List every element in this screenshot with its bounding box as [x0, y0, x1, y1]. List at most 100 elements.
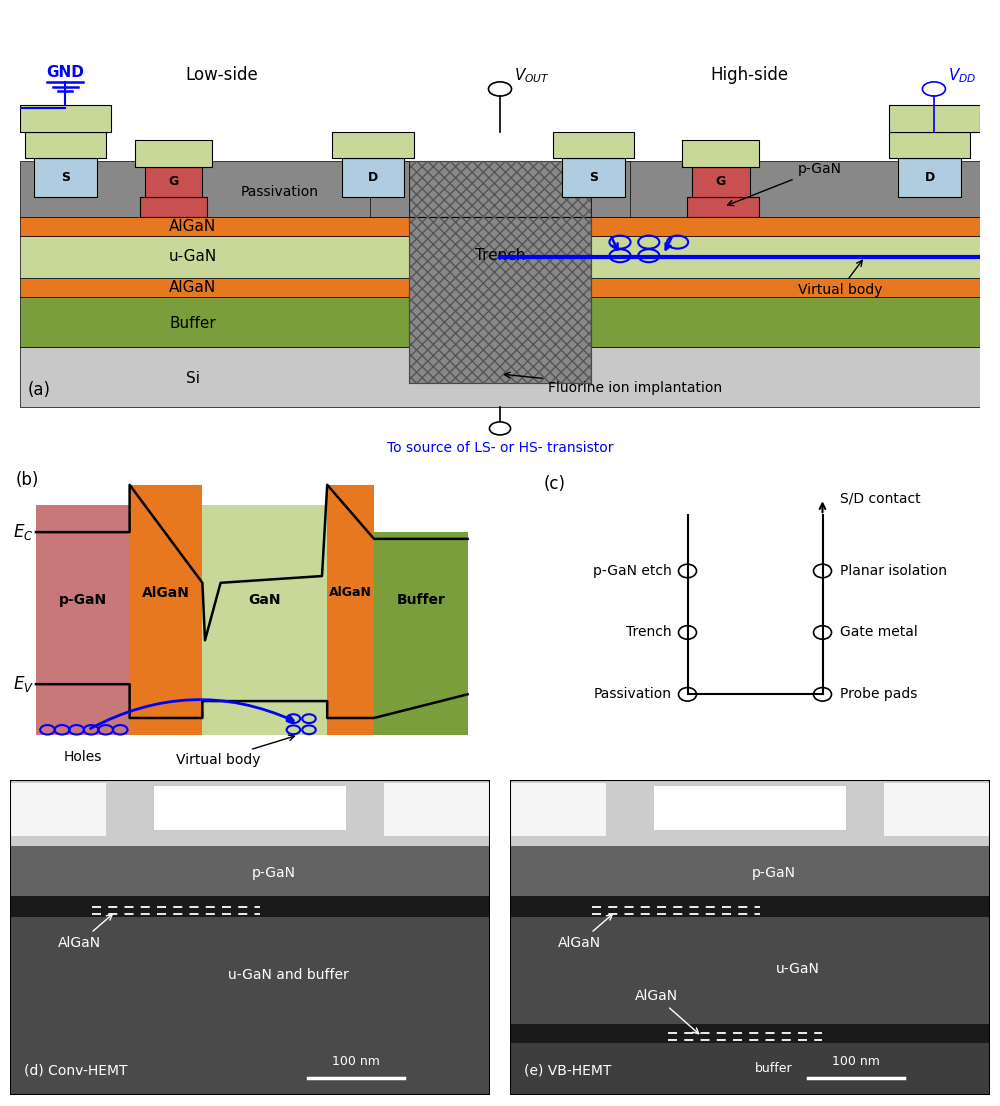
Bar — [889, 105, 980, 132]
Bar — [510, 1043, 990, 1095]
Bar — [135, 140, 212, 167]
Bar — [510, 783, 606, 836]
Text: S/D contact: S/D contact — [840, 491, 921, 505]
Text: (a): (a) — [28, 382, 51, 399]
Bar — [10, 896, 490, 917]
Text: p-GaN: p-GaN — [252, 866, 296, 879]
Text: Virtual body: Virtual body — [176, 735, 294, 766]
Bar — [510, 1024, 990, 1043]
Bar — [10, 846, 490, 896]
Text: Probe pads: Probe pads — [840, 687, 918, 701]
Text: AlGaN: AlGaN — [635, 990, 699, 1034]
Text: Virtual body: Virtual body — [798, 260, 882, 298]
Bar — [370, 160, 409, 217]
Text: Holes: Holes — [64, 750, 102, 764]
Text: (c): (c) — [544, 474, 566, 492]
Text: Si: Si — [186, 371, 200, 386]
Text: GND: GND — [46, 65, 84, 80]
Text: (d) Conv-HEMT: (d) Conv-HEMT — [24, 1064, 128, 1077]
Bar — [884, 783, 990, 836]
Text: G: G — [716, 175, 726, 188]
Text: p-GaN etch: p-GaN etch — [593, 564, 672, 578]
Text: AlGaN: AlGaN — [329, 586, 372, 599]
Bar — [553, 132, 634, 158]
Text: buffer: buffer — [755, 1062, 793, 1075]
Text: Passivation: Passivation — [241, 185, 319, 199]
Bar — [562, 158, 625, 197]
Bar — [682, 140, 759, 167]
Text: Gate metal: Gate metal — [840, 626, 918, 639]
Bar — [510, 896, 990, 917]
Bar — [332, 132, 414, 158]
Bar — [889, 132, 970, 158]
Bar — [36, 505, 130, 734]
Text: Fluorine ion implantation: Fluorine ion implantation — [504, 373, 722, 395]
Bar — [20, 347, 980, 407]
Text: GaN: GaN — [249, 593, 281, 607]
Bar — [591, 160, 630, 217]
Text: u-GaN and buffer: u-GaN and buffer — [228, 968, 349, 982]
Bar — [10, 917, 490, 1095]
Text: Trench: Trench — [475, 248, 525, 263]
Bar — [692, 167, 750, 197]
Bar — [10, 780, 490, 846]
Text: p-GaN: p-GaN — [728, 161, 842, 206]
Text: $E_C$: $E_C$ — [13, 522, 33, 542]
Bar — [20, 298, 980, 347]
Text: AlGaN: AlGaN — [142, 586, 190, 599]
Bar — [34, 158, 97, 197]
Bar — [20, 105, 111, 132]
Text: AlGaN: AlGaN — [169, 219, 216, 233]
Text: p-GaN: p-GaN — [59, 593, 107, 607]
Text: $V_{DD}$: $V_{DD}$ — [948, 66, 977, 85]
Bar — [409, 160, 591, 217]
Bar — [154, 786, 346, 831]
Bar — [342, 158, 404, 197]
Text: S: S — [61, 171, 70, 185]
Text: (b): (b) — [15, 471, 39, 489]
Bar — [20, 279, 980, 298]
Text: (e) VB-HEMT: (e) VB-HEMT — [524, 1064, 612, 1077]
Bar — [654, 786, 846, 831]
Text: 100 nm: 100 nm — [332, 1055, 380, 1068]
Bar — [510, 917, 990, 1095]
Bar — [510, 846, 990, 896]
Bar — [409, 217, 591, 383]
Bar — [384, 783, 490, 836]
Text: AlGaN: AlGaN — [169, 280, 216, 295]
Text: High-side: High-side — [711, 66, 789, 84]
Text: To source of LS- or HS- transistor: To source of LS- or HS- transistor — [387, 441, 613, 455]
Bar — [130, 484, 202, 734]
Bar — [687, 197, 759, 217]
Text: 100 nm: 100 nm — [832, 1055, 880, 1068]
Text: Passivation: Passivation — [594, 687, 672, 701]
Text: Planar isolation: Planar isolation — [840, 564, 948, 578]
Bar — [409, 160, 591, 383]
Text: Buffer: Buffer — [396, 593, 445, 607]
Text: D: D — [924, 171, 935, 185]
Bar — [374, 532, 468, 734]
Bar — [10, 783, 106, 836]
Bar — [202, 505, 327, 734]
Text: Buffer: Buffer — [169, 316, 216, 331]
Text: Trench: Trench — [626, 626, 672, 639]
Bar — [898, 158, 961, 197]
Bar — [327, 484, 374, 734]
Bar — [20, 236, 980, 279]
Text: AlGaN: AlGaN — [558, 915, 612, 950]
Text: AlGaN: AlGaN — [58, 915, 112, 950]
Text: $V_{OUT}$: $V_{OUT}$ — [514, 66, 550, 85]
Text: S: S — [589, 171, 598, 185]
Bar — [510, 780, 990, 846]
Text: Low-side: Low-side — [185, 66, 258, 84]
Text: G: G — [168, 175, 179, 188]
Text: D: D — [368, 171, 378, 185]
Bar — [20, 217, 980, 236]
Text: u-GaN: u-GaN — [776, 962, 820, 975]
Text: $E_V$: $E_V$ — [13, 675, 34, 695]
Text: u-GaN: u-GaN — [169, 250, 217, 264]
Bar — [20, 160, 980, 217]
Bar — [140, 197, 207, 217]
Text: p-GaN: p-GaN — [752, 866, 796, 879]
Bar — [25, 132, 106, 158]
